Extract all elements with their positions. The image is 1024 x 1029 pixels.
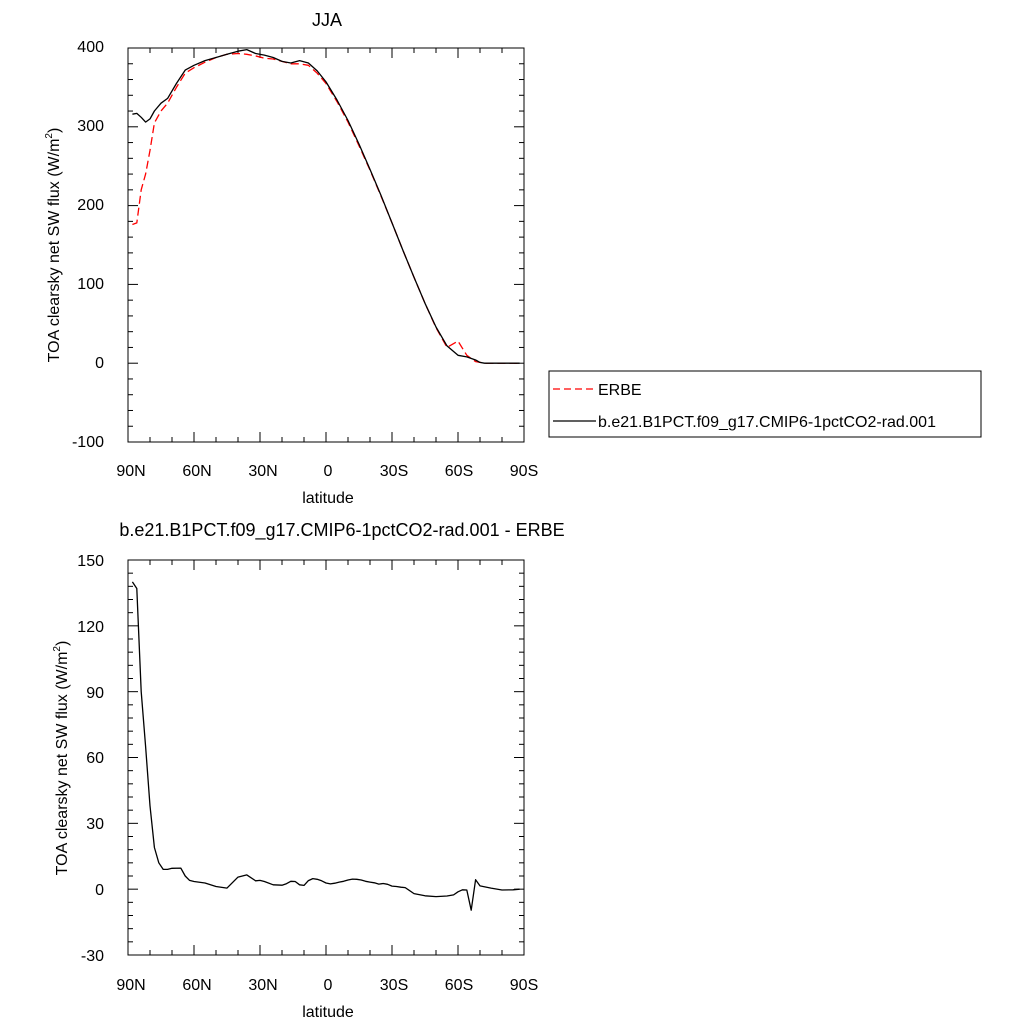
legend-erbe-label: ERBE: [598, 382, 642, 399]
top-x-tick-label: 60N: [182, 463, 211, 480]
top-y-tick-label: 400: [77, 39, 104, 56]
top-x-tick-label: 60S: [445, 463, 473, 480]
top-tick-marks: [127, 47, 525, 443]
bottom-y-tick-label: 60: [86, 750, 104, 767]
top-x-tick-label: 30N: [248, 463, 277, 480]
bottom-x-tick-label: 90S: [510, 977, 538, 994]
bottom-y-tick-label: 150: [77, 553, 104, 570]
bottom-x-tick-label: 30S: [380, 977, 408, 994]
top-plot-frame: [127, 47, 525, 443]
bottom-series-lines: [131, 581, 520, 911]
top-x-tick-label: 90N: [116, 463, 145, 480]
top-y-tick-label: 0: [95, 355, 104, 372]
top-x-tick-label: 0: [324, 463, 333, 480]
bottom-x-tick-label: 90N: [116, 977, 145, 994]
top-panel: JJA 400 300 200 100 0 -100 90N 60N 30N 0…: [44, 10, 982, 507]
legend: ERBE b.e21.B1PCT.f09_g17.CMIP6-1pctCO2-r…: [548, 370, 982, 438]
top-series-line-2: [132, 48, 520, 364]
bottom-y-tick-label: 30: [86, 816, 104, 833]
bottom-panel: b.e21.B1PCT.f09_g17.CMIP6-1pctCO2-rad.00…: [52, 520, 565, 1021]
top-x-tick-label: 90S: [510, 463, 538, 480]
bottom-series-line-1: [131, 581, 520, 911]
top-y-tick-label: -100: [72, 434, 104, 451]
top-y-tick-label: 300: [77, 118, 104, 135]
top-x-axis-label: latitude: [302, 490, 354, 507]
bottom-plot-frame: [127, 559, 525, 956]
bottom-y-tick-label: 90: [86, 685, 104, 702]
bottom-y-tick-label: 120: [77, 619, 104, 636]
bottom-x-tick-label: 30N: [248, 977, 277, 994]
bottom-x-tick-label: 0: [324, 977, 333, 994]
top-series-line-1: [132, 52, 520, 364]
top-x-tick-label: 30S: [380, 463, 408, 480]
bottom-chart-title: b.e21.B1PCT.f09_g17.CMIP6-1pctCO2-rad.00…: [119, 520, 564, 541]
bottom-y-axis-label: TOA clearsky net SW flux (W/m2): [52, 641, 71, 876]
bottom-tick-marks: [127, 559, 525, 956]
bottom-x-tick-label: 60S: [445, 977, 473, 994]
top-y-tick-label: 200: [77, 197, 104, 214]
top-y-tick-label: 100: [77, 276, 104, 293]
legend-box: [548, 370, 982, 438]
top-chart-title: JJA: [312, 10, 342, 30]
bottom-y-tick-label: 0: [95, 882, 104, 899]
top-series-lines: [132, 48, 520, 364]
legend-model-label: b.e21.B1PCT.f09_g17.CMIP6-1pctCO2-rad.00…: [598, 414, 936, 431]
top-y-axis-label: TOA clearsky net SW flux (W/m2): [44, 128, 63, 363]
bottom-x-tick-label: 60N: [182, 977, 211, 994]
bottom-y-tick-label: -30: [81, 948, 104, 965]
bottom-x-axis-label: latitude: [302, 1004, 354, 1021]
